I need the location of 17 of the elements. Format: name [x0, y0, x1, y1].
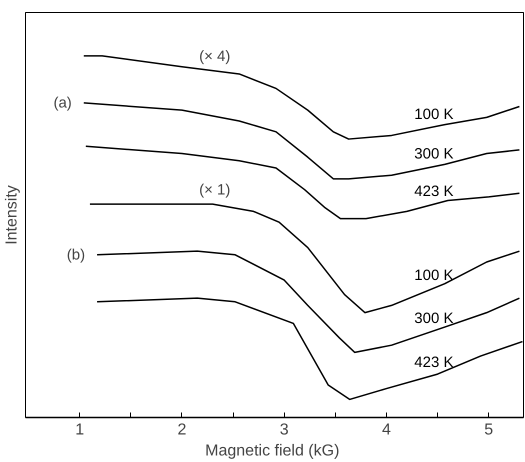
x-tick-label: 1 — [75, 422, 84, 438]
series-label: 100 K — [414, 106, 454, 123]
x-tick-label: 5 — [484, 422, 494, 438]
y-axis-title: Intensity — [4, 185, 20, 245]
series-label: 423 K — [414, 183, 454, 200]
annotation: (b) — [66, 246, 86, 264]
series-label: 300 K — [414, 310, 454, 327]
annotation: (a) — [53, 94, 72, 112]
x-axis-title: Magnetic field (kG) — [205, 442, 340, 460]
x-tick-label: 2 — [178, 422, 187, 438]
series-label: 423 K — [414, 354, 454, 372]
annotation: (× 1) — [199, 182, 230, 199]
x-tick-label: 3 — [280, 422, 289, 438]
series-label: 100 K — [414, 267, 454, 284]
annotation: (× 4) — [199, 48, 230, 65]
series-label: 300 K — [414, 146, 454, 163]
x-tick-label: 4 — [382, 422, 392, 438]
